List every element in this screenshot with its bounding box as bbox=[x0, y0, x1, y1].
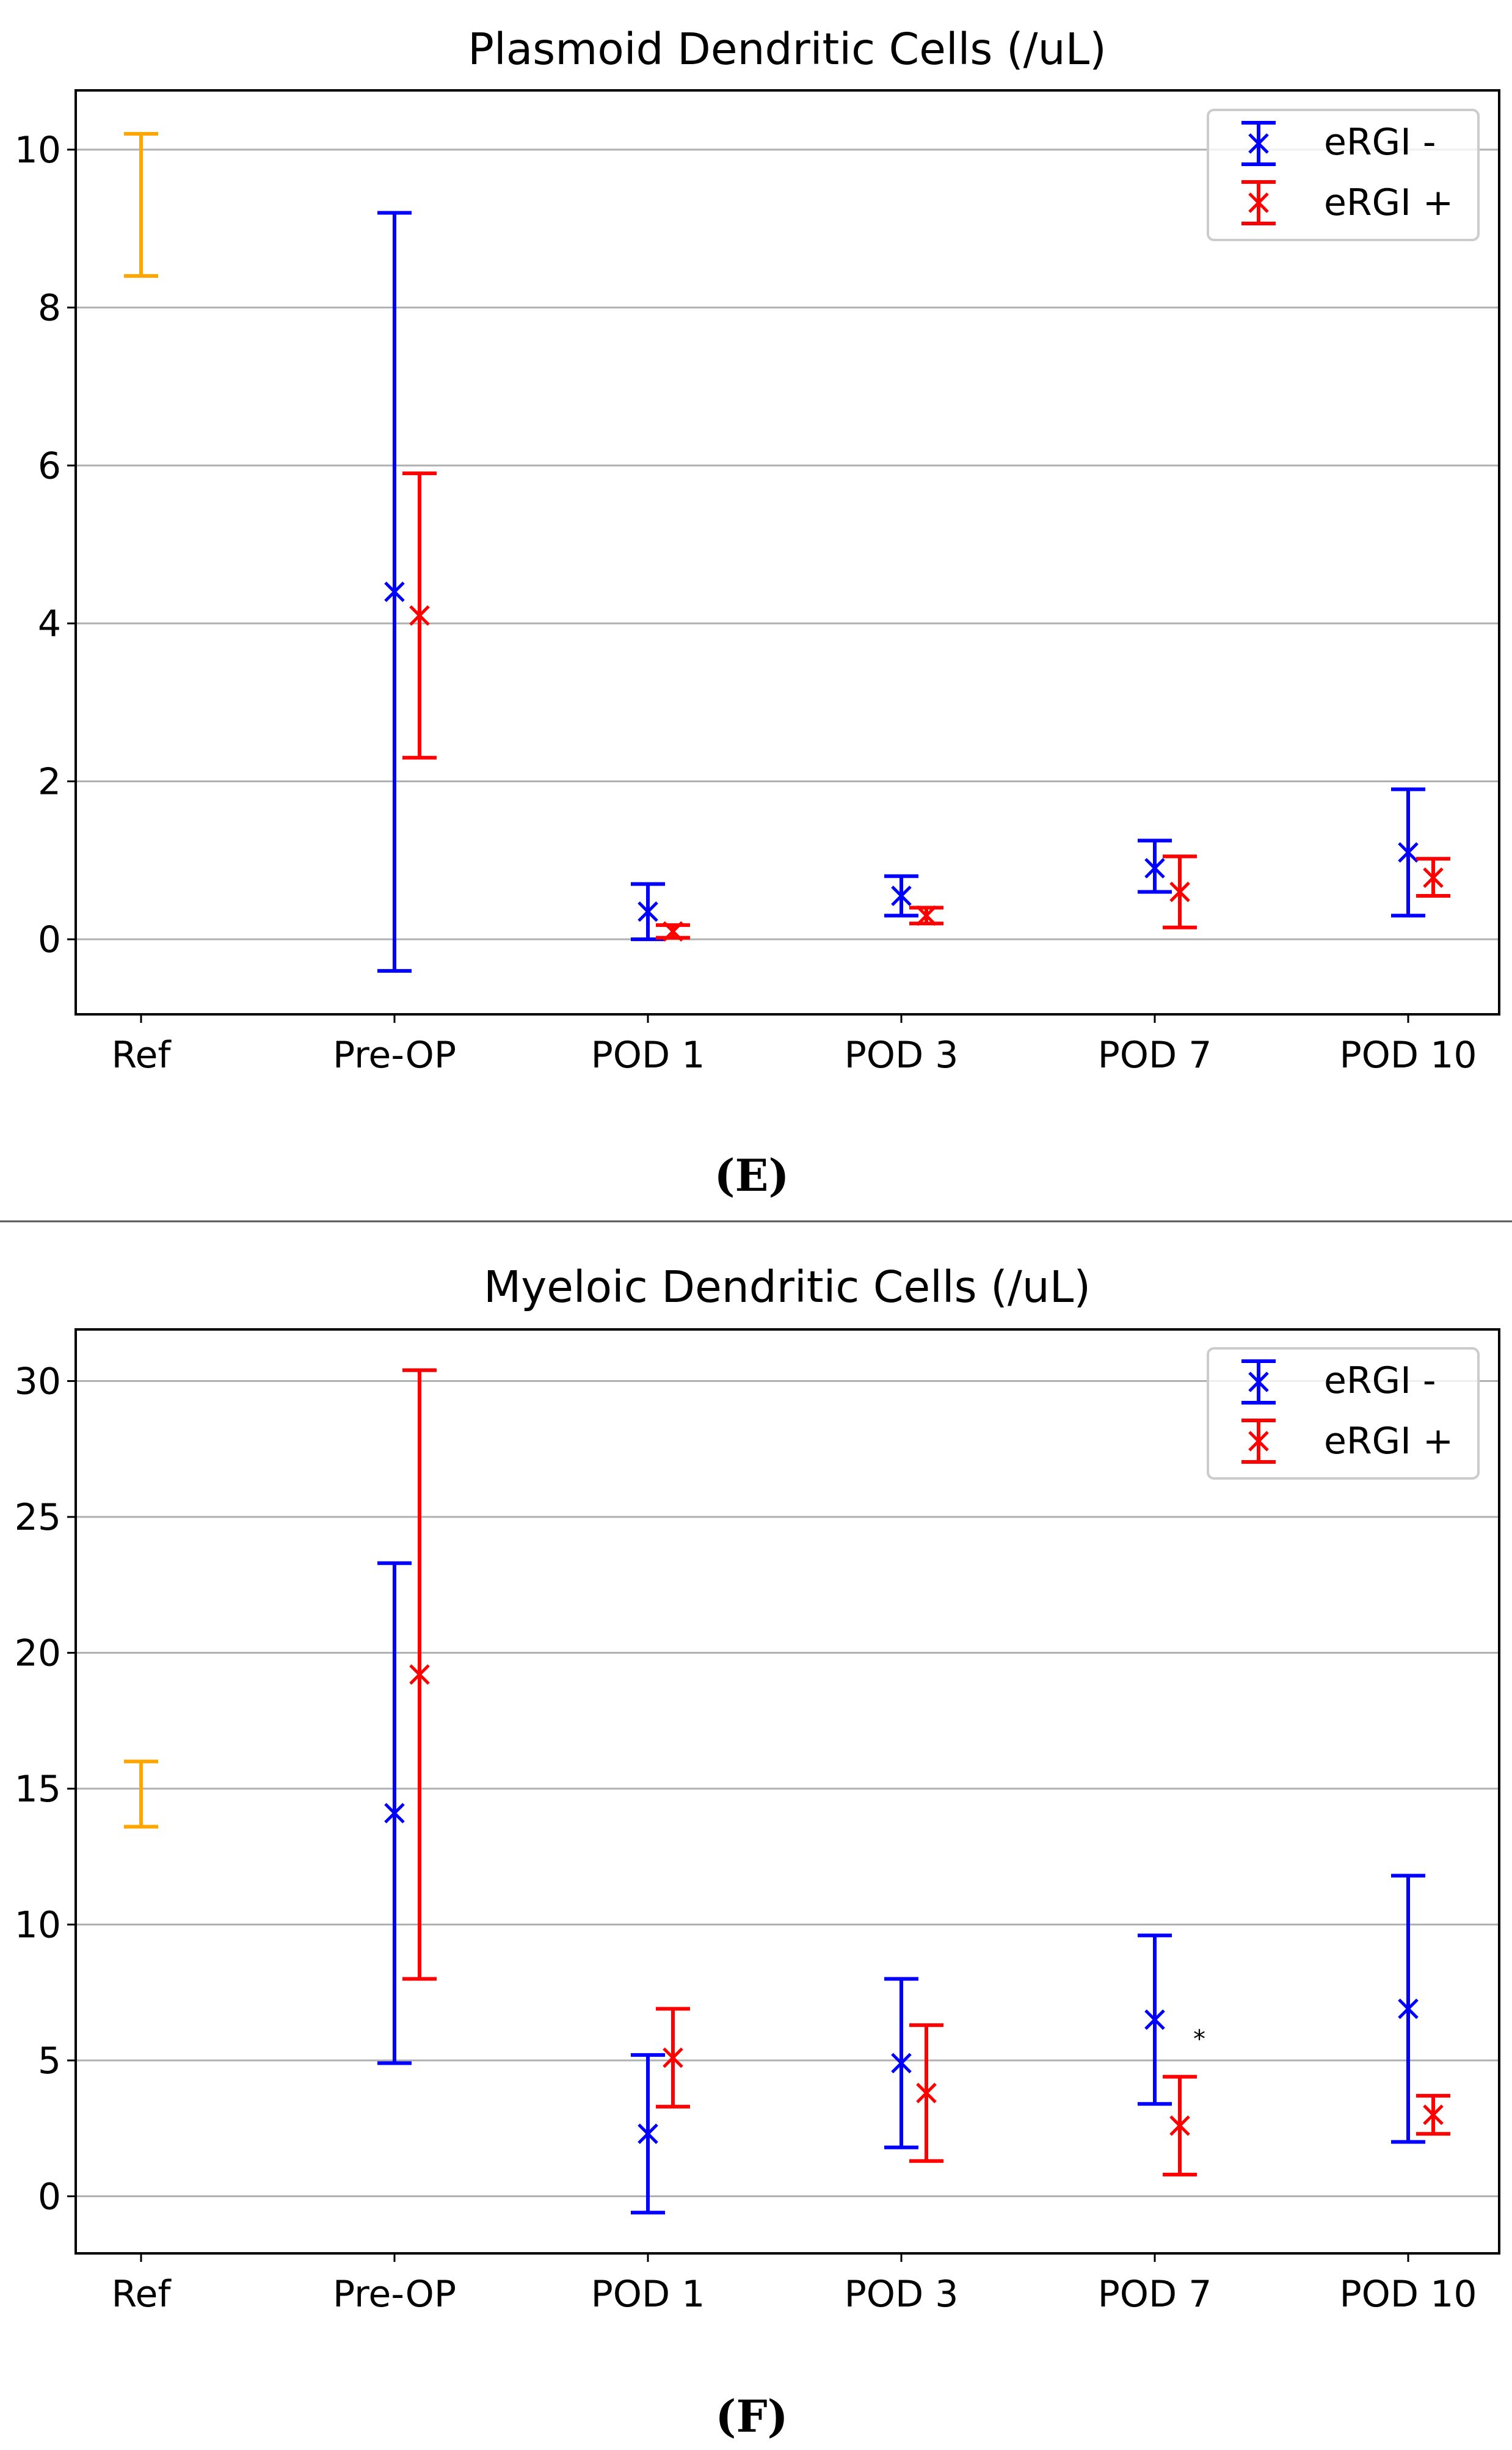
legend-handle-ergi bbox=[1241, 180, 1276, 225]
y-tick-label-4: 4 bbox=[38, 603, 61, 645]
reference-range-bar bbox=[124, 132, 158, 278]
chart-title: Myeloic Dendritic Cells (/uL) bbox=[484, 1262, 1091, 1312]
errorbar-ergi-pod-3 bbox=[884, 874, 918, 918]
mean-marker-ergi-pod-7 bbox=[1144, 2009, 1165, 2030]
y-tick-label-6: 6 bbox=[38, 445, 61, 487]
chart-myeloic-dendritic-cells: Myeloic Dendritic Cells (/uL) 0 5 10 15 20 25… bbox=[15, 1262, 1500, 2442]
mean-marker-ergi-pre-op bbox=[409, 605, 430, 626]
y-tick-label-0: 0 bbox=[38, 2176, 61, 2219]
legend-handle-ergi bbox=[1241, 121, 1276, 166]
legend-handle-ergi-marker bbox=[1248, 133, 1269, 154]
chart-title: Plasmoid Dendritic Cells (/uL) bbox=[468, 24, 1107, 75]
y-tick-label-5: 5 bbox=[38, 2040, 61, 2082]
mean-marker-ergi-pod-1 bbox=[638, 2123, 658, 2144]
plot-frame bbox=[75, 1328, 1500, 2255]
errorbar-ergi-pre-op bbox=[402, 1368, 437, 1981]
errorbar-ergi-pod-1 bbox=[631, 2053, 665, 2215]
x-tick-label-pre-op: Pre-OP bbox=[333, 2273, 456, 2316]
mean-marker-ergi-pod-1 bbox=[663, 2047, 683, 2068]
x-tick-label-pod-1: POD 1 bbox=[591, 1034, 705, 1077]
legend-label-ergi-minus: eRGI - bbox=[1324, 121, 1436, 164]
mean-marker-ergi-pod-10 bbox=[1398, 842, 1419, 863]
mean-marker-ergi-pre-op bbox=[384, 581, 405, 602]
errorbar-ergi-pod-7 bbox=[1138, 1933, 1172, 2106]
significance-marker: * bbox=[1193, 2025, 1205, 2053]
y-tick-label-25: 25 bbox=[15, 1496, 61, 1539]
mean-marker-ergi-pod-7 bbox=[1169, 2115, 1190, 2136]
errorbar-ergi-pod-3 bbox=[909, 2023, 943, 2163]
errorbar-ergi-pod-7 bbox=[1163, 854, 1197, 929]
legend-handle-ergi-marker bbox=[1248, 1372, 1269, 1392]
mean-marker-ergi-pod-7 bbox=[1144, 858, 1165, 879]
mean-marker-ergi-pod-3 bbox=[916, 905, 937, 926]
errorbar-ergi-pre-op bbox=[377, 211, 412, 973]
x-tick-label-pod-7: POD 7 bbox=[1098, 1034, 1212, 1077]
errorbar-ergi-pod-10 bbox=[1391, 1874, 1425, 2144]
mean-marker-ergi-pod-3 bbox=[891, 885, 912, 906]
mean-marker-ergi-pod-10 bbox=[1423, 867, 1444, 889]
mean-marker-ergi-pod-3 bbox=[891, 2052, 912, 2074]
x-tick-label-ref: Ref bbox=[111, 1034, 172, 1077]
errorbar-ergi-pod-10 bbox=[1391, 787, 1425, 918]
y-tick-label-30: 30 bbox=[15, 1361, 61, 1403]
errorbar-ergi-pod-7 bbox=[1138, 838, 1172, 894]
legend-label-ergi-plus: eRGI + bbox=[1324, 1420, 1453, 1463]
errorbar-ergi-pre-op bbox=[402, 471, 437, 760]
legend-handle-ergi bbox=[1241, 1419, 1276, 1464]
legend-box bbox=[1207, 109, 1480, 241]
y-tick-label-8: 8 bbox=[38, 287, 61, 330]
mean-marker-ergi-pod-7 bbox=[1169, 881, 1190, 903]
chart-plasmoid-dendritic-cells: Plasmoid Dendritic Cells (/uL) 0 2 4 6 8 10 Re… bbox=[15, 24, 1500, 1201]
x-tick-label-pod-7: POD 7 bbox=[1098, 2273, 1212, 2316]
x-tick-label-pod-3: POD 3 bbox=[845, 1034, 959, 1077]
y-tick-label-15: 15 bbox=[15, 1768, 61, 1811]
legend-handle-ergi-marker bbox=[1248, 1431, 1269, 1452]
legend-box bbox=[1207, 1347, 1480, 1480]
mean-marker-ergi-pod-3 bbox=[916, 2082, 937, 2104]
errorbar-ergi-pod-1 bbox=[656, 921, 690, 942]
errorbar-ergi-pod-7 bbox=[1163, 2074, 1197, 2176]
x-tick-label-pre-op: Pre-OP bbox=[333, 1034, 456, 1077]
x-tick-label-pod-10: POD 10 bbox=[1339, 2273, 1477, 2316]
errorbar-ergi-pre-op bbox=[377, 1561, 412, 2065]
legend-handle-ergi bbox=[1241, 1359, 1276, 1405]
x-tick-label-pod-1: POD 1 bbox=[591, 2273, 705, 2316]
errorbar-ergi-pod-3 bbox=[884, 1977, 918, 2150]
panel-label-f: (F) bbox=[715, 2390, 788, 2442]
errorbar-ergi-pod-1 bbox=[631, 882, 665, 942]
errorbar-ergi-pod-1 bbox=[656, 2007, 690, 2109]
errorbar-ergi-pod-3 bbox=[909, 905, 943, 926]
mean-marker-ergi-pod-1 bbox=[663, 921, 683, 942]
mean-marker-ergi-pre-op bbox=[409, 1664, 430, 1685]
errorbar-ergi-pod-10 bbox=[1416, 2093, 1450, 2136]
y-tick-label-2: 2 bbox=[38, 761, 61, 804]
mean-marker-ergi-pod-1 bbox=[638, 901, 658, 922]
legend: eRGI - eRGI + bbox=[1207, 1347, 1480, 1480]
plot-frame bbox=[75, 89, 1500, 1016]
y-tick-label-10: 10 bbox=[15, 129, 61, 172]
y-tick-label-20: 20 bbox=[15, 1632, 61, 1675]
mean-marker-ergi-pod-10 bbox=[1423, 2104, 1444, 2125]
errorbar-ergi-pod-10 bbox=[1416, 857, 1450, 898]
x-tick-label-ref: Ref bbox=[111, 2273, 172, 2316]
y-tick-label-10: 10 bbox=[15, 1904, 61, 1947]
reference-range-bar bbox=[124, 1759, 158, 1829]
legend: eRGI - eRGI + bbox=[1207, 109, 1480, 241]
legend-label-ergi-plus: eRGI + bbox=[1324, 181, 1453, 224]
y-tick-label-0: 0 bbox=[38, 918, 61, 961]
mean-marker-ergi-pre-op bbox=[384, 1803, 405, 1823]
mean-marker-ergi-pod-10 bbox=[1398, 1998, 1419, 2019]
legend-handle-ergi-marker bbox=[1248, 192, 1269, 213]
legend-label-ergi-minus: eRGI - bbox=[1324, 1359, 1436, 1402]
x-tick-label-pod-3: POD 3 bbox=[845, 2273, 959, 2316]
panel-label-e: (E) bbox=[714, 1149, 789, 1201]
x-tick-label-pod-10: POD 10 bbox=[1339, 1034, 1477, 1077]
